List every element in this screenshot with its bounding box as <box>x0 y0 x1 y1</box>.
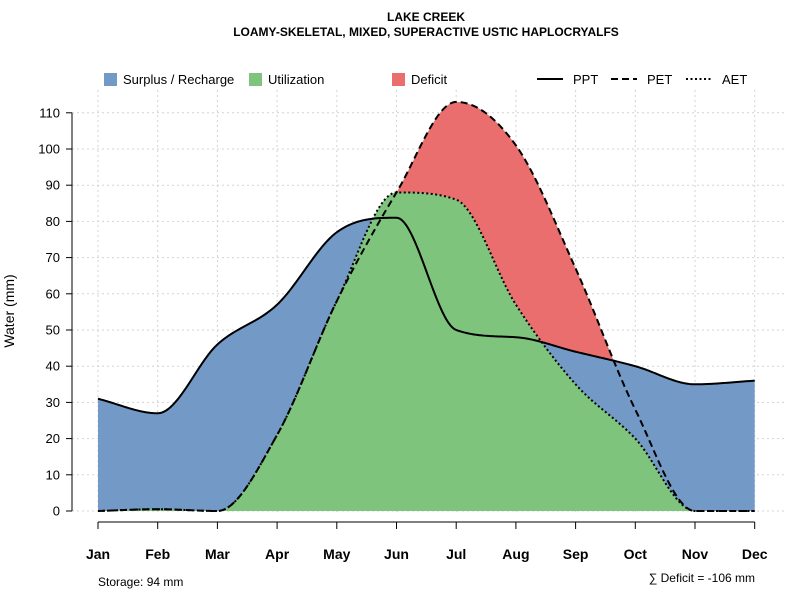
storage-annotation: Storage: 94 mm <box>98 575 183 589</box>
legend-swatch <box>104 73 117 86</box>
x-tick-label: Dec <box>742 546 768 562</box>
y-tick-label: 40 <box>46 359 60 374</box>
y-axis-label: Water (mm) <box>1 274 17 347</box>
y-tick-label: 0 <box>53 504 60 519</box>
y-tick-label: 60 <box>46 286 60 301</box>
legend-label: AET <box>722 72 747 87</box>
x-tick-label: Feb <box>145 546 170 562</box>
x-tick-label: Mar <box>205 546 230 562</box>
chart-title: LAKE CREEK <box>387 10 465 24</box>
y-tick-label: 30 <box>46 395 60 410</box>
legend-label: PPT <box>573 72 598 87</box>
y-tick-label: 70 <box>46 250 60 265</box>
y-tick-label: 20 <box>46 431 60 446</box>
x-tick-label: Aug <box>502 546 529 562</box>
ppt-line <box>97 216 755 415</box>
y-tick-label: 100 <box>38 142 60 157</box>
x-tick-label: Oct <box>624 546 648 562</box>
utilization-area <box>98 192 755 511</box>
x-tick-label: Jul <box>446 546 466 562</box>
y-tick-label: 90 <box>46 178 60 193</box>
y-tick-label: 10 <box>46 467 60 482</box>
y-tick-label: 80 <box>46 214 60 229</box>
area-layers <box>98 101 755 511</box>
legend-label: PET <box>647 72 672 87</box>
y-tick-label: 50 <box>46 323 60 338</box>
legend-label: Deficit <box>411 72 448 87</box>
legend-swatch <box>392 73 405 86</box>
x-tick-label: Nov <box>682 546 709 562</box>
x-tick-label: May <box>323 546 350 562</box>
deficit-annotation: ∑ Deficit = -106 mm <box>649 571 755 585</box>
x-tick-label: Sep <box>563 546 589 562</box>
aet-line <box>97 191 755 512</box>
x-tick-label: Apr <box>265 546 290 562</box>
legend-label: Surplus / Recharge <box>123 72 234 87</box>
axes: 0 10 20 30 40 50 60 70 80 90 100 110 Jan Feb Mar Apr May… <box>38 105 767 562</box>
series-lines <box>97 100 755 512</box>
x-tick-label: Jan <box>86 546 110 562</box>
y-tick-label: 110 <box>39 105 60 120</box>
legend-label: Utilization <box>268 72 324 87</box>
deficit-area <box>98 101 755 414</box>
legend-swatch <box>249 73 262 86</box>
chart-subtitle: LOAMY-SKELETAL, MIXED, SUPERACTIVE USTIC… <box>233 25 619 39</box>
x-tick-label: Jun <box>384 546 409 562</box>
pet-line <box>97 100 755 512</box>
legend: Surplus / Recharge Utilization Deficit PPT P… <box>104 72 747 87</box>
